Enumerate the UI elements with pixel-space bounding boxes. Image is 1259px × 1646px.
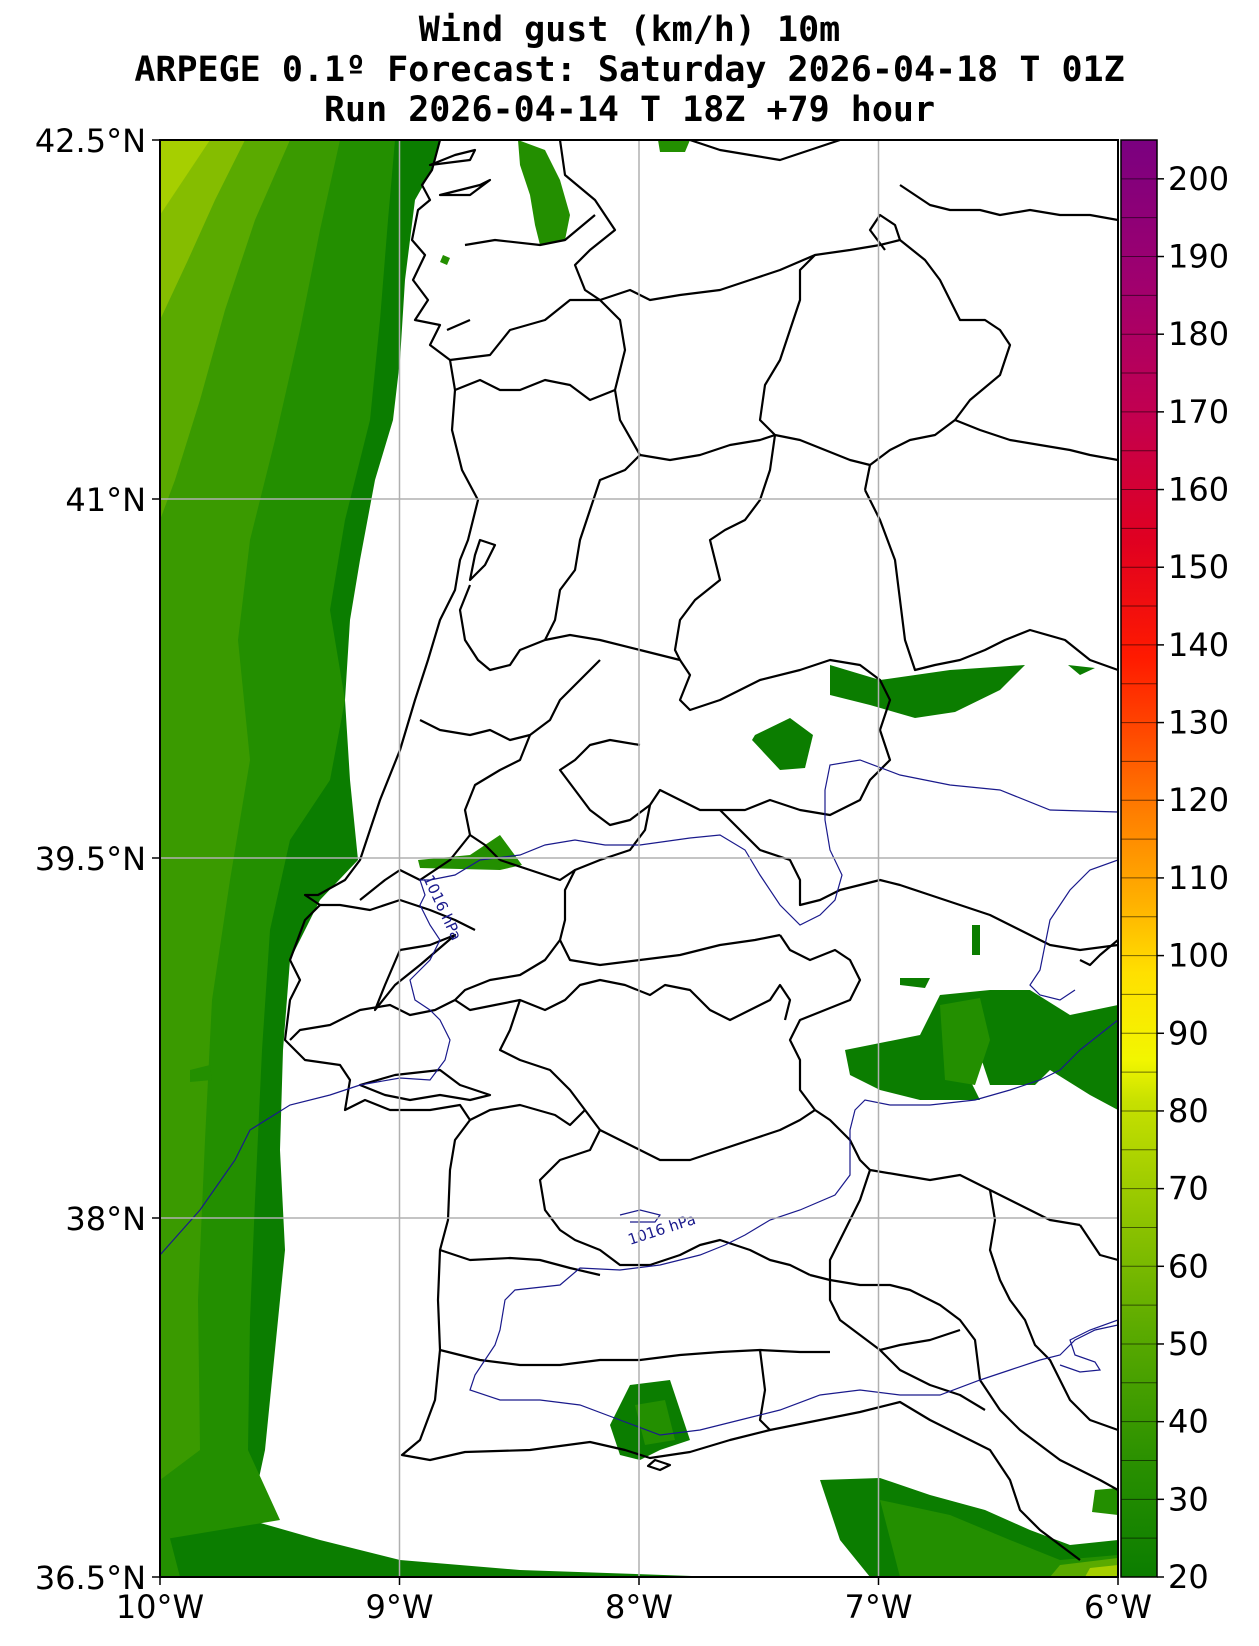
colorbar-label: 100 <box>1168 937 1229 975</box>
colorbar: 200 190 180 170 160 150 140 130 120 110 100 90 80 70 6… <box>1120 139 1229 1596</box>
title-line-2: ARPEGE 0.1º Forecast: Saturday 2026-04-1… <box>134 50 1125 90</box>
colorbar-label: 200 <box>1168 160 1229 198</box>
colorbar-label: 20 <box>1168 1558 1209 1596</box>
colorbar-label: 140 <box>1168 626 1229 664</box>
title-line-1: Wind gust (km/h) 10m <box>418 10 841 50</box>
tick-marks <box>152 139 1119 1585</box>
lon-label-9w: 9°W <box>366 1588 434 1626</box>
colorbar-label: 120 <box>1168 781 1229 819</box>
lat-label-38: 38°N <box>65 1200 146 1238</box>
coastline-and-borders <box>283 140 1118 1561</box>
colorbar-label: 50 <box>1168 1325 1209 1363</box>
colorbar-label: 150 <box>1168 548 1229 586</box>
colorbar-label: 60 <box>1168 1247 1209 1285</box>
colorbar-label: 130 <box>1168 704 1229 742</box>
lat-label-36-5: 36.5°N <box>35 1559 146 1597</box>
colorbar-label: 90 <box>1168 1014 1209 1052</box>
colorbar-label: 30 <box>1168 1480 1209 1518</box>
lon-label-7w: 7°W <box>845 1588 913 1626</box>
lat-label-42-5: 42.5°N <box>35 122 146 160</box>
colorbar-label: 180 <box>1168 315 1229 353</box>
graticule <box>160 140 1118 1577</box>
lon-label-8w: 8°W <box>605 1588 673 1626</box>
colorbar-label: 160 <box>1168 471 1229 509</box>
colorbar-label: 190 <box>1168 238 1229 276</box>
lat-label-41: 41°N <box>65 481 146 519</box>
colorbar-label: 70 <box>1168 1170 1209 1208</box>
title-line-3: Run 2026-04-14 T 18Z +79 hour <box>323 90 936 130</box>
colorbar-label: 80 <box>1168 1092 1209 1130</box>
colorbar-label: 110 <box>1168 859 1229 897</box>
colorbar-label: 170 <box>1168 393 1229 431</box>
lon-label-6w: 6°W <box>1084 1588 1152 1626</box>
colorbar-label: 40 <box>1168 1403 1209 1441</box>
lat-label-39-5: 39.5°N <box>35 840 146 878</box>
lon-label-10w: 10°W <box>116 1588 204 1626</box>
